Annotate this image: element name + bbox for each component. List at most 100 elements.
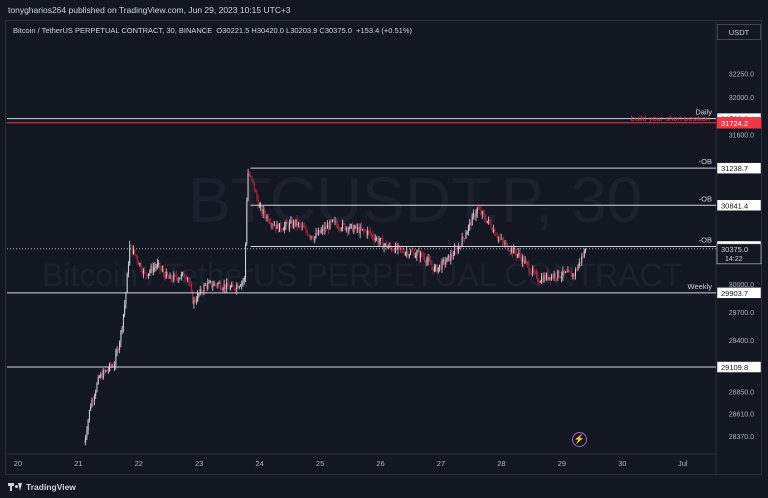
- candle-body: [406, 251, 408, 253]
- candle-body: [393, 250, 395, 253]
- candle-body: [369, 231, 371, 234]
- level-label: -OB: [699, 157, 712, 166]
- candle-body: [95, 391, 97, 397]
- candle-body: [233, 286, 235, 290]
- candle-body: [245, 243, 247, 278]
- candle-body: [368, 230, 370, 232]
- candle-body: [105, 370, 107, 372]
- candle-body: [387, 246, 389, 249]
- candle-body: [364, 230, 366, 232]
- candle-body: [484, 214, 486, 220]
- candle-body: [374, 238, 376, 241]
- candle-body: [97, 377, 99, 384]
- candle-body: [446, 257, 448, 263]
- currency-label: USDT: [728, 27, 750, 37]
- candle-body: [165, 271, 167, 279]
- candle-body: [301, 225, 303, 227]
- candle-body: [365, 231, 367, 235]
- candle-body: [206, 284, 208, 289]
- chart-frame[interactable]: [5, 20, 762, 475]
- candle-body: [503, 241, 505, 244]
- candle-body: [241, 282, 243, 286]
- candle-body: [267, 215, 269, 222]
- candle-body: [549, 277, 551, 280]
- candle-body: [529, 271, 531, 274]
- candle-body: [556, 277, 558, 279]
- candle-body: [535, 272, 537, 274]
- candle-body: [226, 282, 228, 290]
- candle-body: [338, 227, 340, 229]
- candle-body: [323, 228, 325, 231]
- candle-body: [160, 269, 162, 270]
- candle-body: [452, 255, 454, 257]
- candle-body: [580, 261, 582, 263]
- candle-body: [495, 235, 497, 237]
- candle-body: [85, 437, 87, 443]
- candle-body: [170, 275, 172, 280]
- candle-body: [174, 274, 176, 276]
- candle-body: [221, 288, 223, 290]
- candle-body: [581, 256, 583, 263]
- level-price-badge: [716, 287, 762, 299]
- candle-body: [139, 263, 141, 265]
- candle-body: [116, 349, 118, 354]
- candle-body: [416, 252, 418, 256]
- candle-body: [324, 226, 326, 231]
- candle-body: [427, 258, 429, 261]
- candle-body: [163, 269, 165, 274]
- candle-body: [271, 223, 273, 225]
- candle-body: [141, 270, 143, 274]
- candle-body: [305, 227, 307, 232]
- candle-body: [101, 373, 103, 379]
- candle-body: [525, 260, 527, 263]
- candle-body: [294, 221, 296, 226]
- candle-body: [426, 260, 428, 264]
- candle-body: [333, 219, 335, 222]
- candle-body: [523, 257, 525, 264]
- candle-body: [182, 272, 184, 274]
- candle-body: [253, 182, 255, 191]
- candle-body: [316, 232, 318, 235]
- candle-body: [153, 267, 155, 272]
- candle-body: [449, 255, 451, 261]
- candle-body: [328, 225, 330, 230]
- candle-body: [379, 238, 381, 241]
- candle-body: [559, 277, 561, 278]
- candle-body: [295, 219, 297, 226]
- candle-body: [172, 279, 174, 281]
- candle-body: [284, 225, 286, 230]
- candle-body: [188, 278, 190, 283]
- candle-body: [159, 263, 161, 270]
- candle-body: [150, 266, 152, 272]
- currency-button[interactable]: USDT: [717, 24, 761, 40]
- tradingview-logo[interactable]: TradingView: [8, 482, 76, 492]
- candle-body: [515, 252, 517, 256]
- candle-body: [138, 261, 140, 265]
- candle-body: [340, 228, 342, 230]
- candle-body: [505, 242, 507, 244]
- candle-body: [363, 228, 365, 231]
- candle-body: [231, 284, 233, 287]
- candle-body: [539, 281, 541, 283]
- candle-body: [454, 248, 456, 256]
- candle-body: [481, 211, 483, 215]
- watermark-name: Bitcoin / TetherUS PERPETUAL CONTRACT: [42, 257, 682, 293]
- candle-body: [527, 262, 529, 265]
- candle-body: [127, 264, 129, 274]
- candle-body: [308, 234, 310, 236]
- candle-body: [132, 249, 134, 254]
- candle-body: [573, 273, 575, 276]
- footer: TradingView: [0, 476, 768, 498]
- candle-body: [119, 342, 121, 350]
- candle-body: [315, 232, 317, 237]
- candle-body: [292, 221, 294, 227]
- candle-body: [447, 255, 449, 258]
- candle-body: [567, 270, 569, 273]
- lightning-icon[interactable]: ⚡: [572, 432, 587, 447]
- candle-body: [106, 370, 108, 371]
- level-price-badge: [716, 117, 762, 129]
- candle-body: [240, 285, 242, 287]
- candle-body: [334, 220, 336, 222]
- candle-body: [465, 234, 467, 239]
